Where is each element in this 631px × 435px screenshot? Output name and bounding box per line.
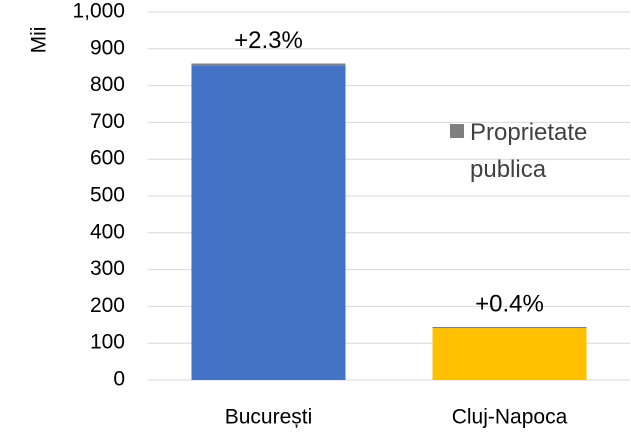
bar-segment: [191, 63, 346, 66]
y-tick-label: 600: [90, 147, 125, 170]
x-tick-label: Cluj-Napoca: [452, 406, 568, 429]
legend: Proprietate publica: [450, 114, 625, 188]
annotation: +2.3%: [234, 27, 303, 54]
bar-segment: [432, 328, 587, 380]
y-tick-label: 500: [90, 184, 125, 207]
y-axis-label: Mii: [28, 27, 51, 54]
x-tick-label: București: [225, 406, 313, 429]
y-tick-label: 900: [90, 36, 125, 59]
y-tick-label: 300: [90, 257, 125, 280]
y-tick-label: 200: [90, 294, 125, 317]
y-tick-label: 800: [90, 73, 125, 96]
bar-segment: [432, 327, 587, 329]
legend-swatch: [450, 124, 464, 138]
y-tick-label: 1,000: [72, 0, 125, 23]
y-tick-label: 400: [90, 220, 125, 243]
annotation: +0.4%: [475, 290, 544, 317]
y-tick-label: 100: [90, 331, 125, 354]
y-tick-label: 0: [113, 368, 125, 391]
legend-label: Proprietate publica: [470, 119, 588, 183]
y-tick-label: 700: [90, 110, 125, 133]
legend-entry: Proprietate publica: [450, 114, 625, 188]
bar-segment: [191, 65, 346, 381]
